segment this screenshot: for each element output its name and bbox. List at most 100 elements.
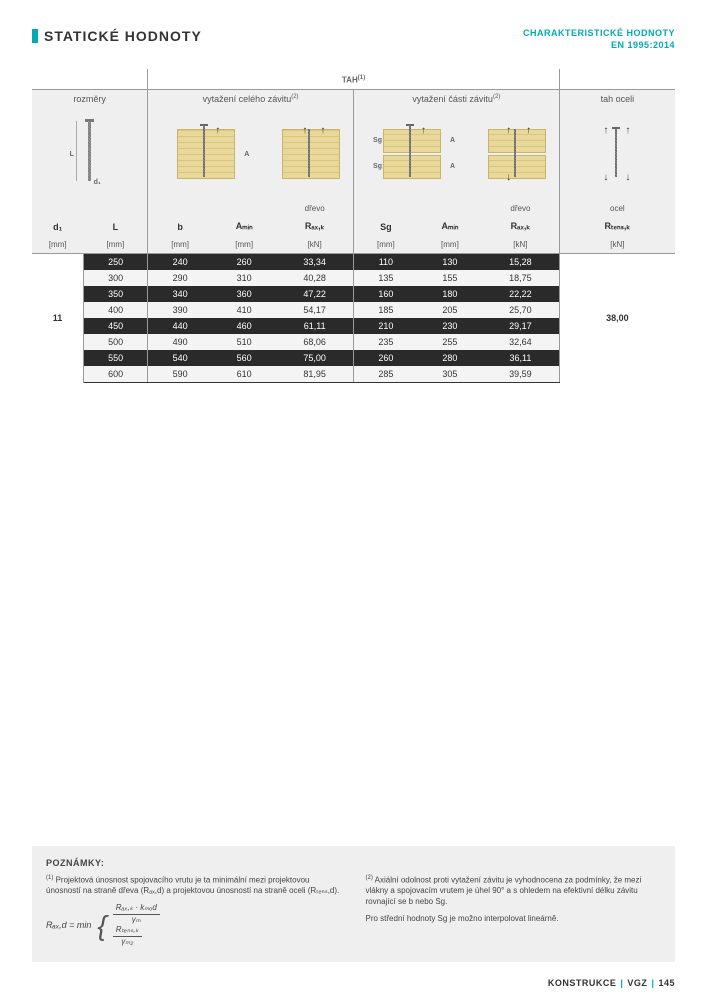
- note2-text: Axiální odolnost proti vytažení závitu j…: [366, 875, 642, 906]
- cell-Amin2: 305: [418, 366, 482, 383]
- cell-Raxk1: 61,11: [276, 318, 353, 334]
- cell-Raxk2: 22,22: [482, 286, 559, 302]
- unit-Amin1: [mm]: [212, 236, 276, 254]
- col-d1: d₁: [32, 217, 83, 236]
- cell-Sg: 160: [353, 286, 417, 302]
- footer-a: KONSTRUKCE: [548, 978, 617, 988]
- cell-Raxk1: 75,00: [276, 350, 353, 366]
- unit-d1: [mm]: [32, 236, 83, 254]
- cell-Raxk2: 25,70: [482, 302, 559, 318]
- note2-extra: Pro střední hodnoty Sg je možno interpol…: [366, 914, 662, 925]
- cell-Sg: 135: [353, 270, 417, 286]
- formula-lhs: Rₐₓ,d = min: [46, 919, 91, 931]
- mat-wood-1: dřevo: [276, 200, 353, 217]
- section-dims: rozměry: [32, 90, 148, 109]
- col-L: L: [83, 217, 147, 236]
- page-title-block: STATICKÉ HODNOTY: [32, 28, 202, 44]
- cell-Amin1: 360: [212, 286, 276, 302]
- diagram-part-1: ↑ Sg Sg A A: [353, 108, 482, 200]
- col-b: b: [148, 217, 212, 236]
- notes-block: POZNÁMKY: (1) Projektová únosnost spojov…: [32, 846, 675, 962]
- cell-Amin1: 310: [212, 270, 276, 286]
- formula: Rₐₓ,d = min { Rₐₓ,ₖ · kₘₒdγₘ Rₜₑₙₛ,ₖγₘ₂: [46, 903, 342, 948]
- section-steel: tah oceli: [559, 90, 675, 109]
- cell-Amin1: 610: [212, 366, 276, 383]
- page-title: STATICKÉ HODNOTY: [44, 28, 202, 44]
- unit-Rtensk: [kN]: [559, 236, 675, 254]
- notes-title: POZNÁMKY:: [46, 858, 661, 868]
- cell-Amin2: 255: [418, 334, 482, 350]
- mat-wood-2: dřevo: [482, 200, 559, 217]
- cell-Sg: 185: [353, 302, 417, 318]
- cell-Raxk1: 40,28: [276, 270, 353, 286]
- cell-Raxk1: 81,95: [276, 366, 353, 383]
- cell-L: 450: [83, 318, 147, 334]
- cell-Raxk2: 32,64: [482, 334, 559, 350]
- diagram-steel: ↑↑ ↓↓: [559, 108, 675, 200]
- cell-Sg: 260: [353, 350, 417, 366]
- cell-L: 400: [83, 302, 147, 318]
- cell-b: 540: [148, 350, 212, 366]
- subtitle-line1: CHARAKTERISTICKÉ HODNOTY: [523, 28, 675, 40]
- diagram-part-2: ↑↑ ↓: [482, 108, 559, 200]
- cell-Raxk2: 29,17: [482, 318, 559, 334]
- diagram-full-1: ↑ A: [148, 108, 277, 200]
- cell-Amin1: 410: [212, 302, 276, 318]
- cell-Sg: 210: [353, 318, 417, 334]
- page-footer: KONSTRUKCE|VGZ|145: [548, 978, 675, 988]
- col-Amin1: Aₘᵢₙ: [212, 217, 276, 236]
- cell-Amin2: 280: [418, 350, 482, 366]
- cell-Amin2: 230: [418, 318, 482, 334]
- cell-L: 350: [83, 286, 147, 302]
- footer-b: VGZ: [627, 978, 647, 988]
- unit-Amin2: [mm]: [418, 236, 482, 254]
- col-Raxk1: Rₐₓ,ₖ: [276, 217, 353, 236]
- cell-Amin2: 205: [418, 302, 482, 318]
- unit-Raxk1: [kN]: [276, 236, 353, 254]
- static-values-table: TAH(1) rozměry vytažení celého závitu(2)…: [32, 69, 675, 383]
- unit-Raxk2: [kN]: [482, 236, 559, 254]
- cell-Amin1: 460: [212, 318, 276, 334]
- cell-L: 600: [83, 366, 147, 383]
- unit-b: [mm]: [148, 236, 212, 254]
- cell-Amin2: 155: [418, 270, 482, 286]
- note1-text: Projektová únosnost spojovacího vrutu je…: [46, 875, 339, 895]
- cell-b: 340: [148, 286, 212, 302]
- cell-Amin2: 180: [418, 286, 482, 302]
- mat-steel: ocel: [559, 200, 675, 217]
- section-part: vytažení části závitu: [412, 94, 493, 104]
- col-Rtensk: Rₜₑₙₛ,ₖ: [559, 217, 675, 236]
- cell-Raxk1: 47,22: [276, 286, 353, 302]
- cell-Sg: 110: [353, 254, 417, 271]
- cell-Amin1: 260: [212, 254, 276, 271]
- unit-Sg: [mm]: [353, 236, 417, 254]
- cell-b: 290: [148, 270, 212, 286]
- cell-L: 500: [83, 334, 147, 350]
- cell-d1: 11: [32, 254, 83, 383]
- cell-Raxk1: 54,17: [276, 302, 353, 318]
- cell-Raxk2: 15,28: [482, 254, 559, 271]
- footer-c: 145: [658, 978, 675, 988]
- cell-Raxk1: 33,34: [276, 254, 353, 271]
- cell-L: 300: [83, 270, 147, 286]
- cell-L: 250: [83, 254, 147, 271]
- unit-L: [mm]: [83, 236, 147, 254]
- cell-Raxk2: 36,11: [482, 350, 559, 366]
- cell-Sg: 285: [353, 366, 417, 383]
- col-Sg: Sg: [353, 217, 417, 236]
- tah-label: TAH: [342, 76, 358, 85]
- diagram-dims: L d₁: [32, 108, 148, 200]
- tah-sup: (1): [358, 75, 365, 81]
- cell-b: 240: [148, 254, 212, 271]
- cell-Sg: 235: [353, 334, 417, 350]
- cell-Amin1: 560: [212, 350, 276, 366]
- cell-b: 590: [148, 366, 212, 383]
- diagram-full-2: ↑↑: [276, 108, 353, 200]
- cell-b: 390: [148, 302, 212, 318]
- cell-Raxk2: 18,75: [482, 270, 559, 286]
- cell-Rtens: 38,00: [559, 254, 675, 383]
- notes-col-2: (2) Axiální odolnost proti vytažení závi…: [366, 874, 662, 948]
- table-row: 1125024026033,3411013015,2838,00: [32, 254, 675, 271]
- notes-col-1: (1) Projektová únosnost spojovacího vrut…: [46, 874, 342, 948]
- page-subtitle: CHARAKTERISTICKÉ HODNOTY EN 1995:2014: [523, 28, 675, 51]
